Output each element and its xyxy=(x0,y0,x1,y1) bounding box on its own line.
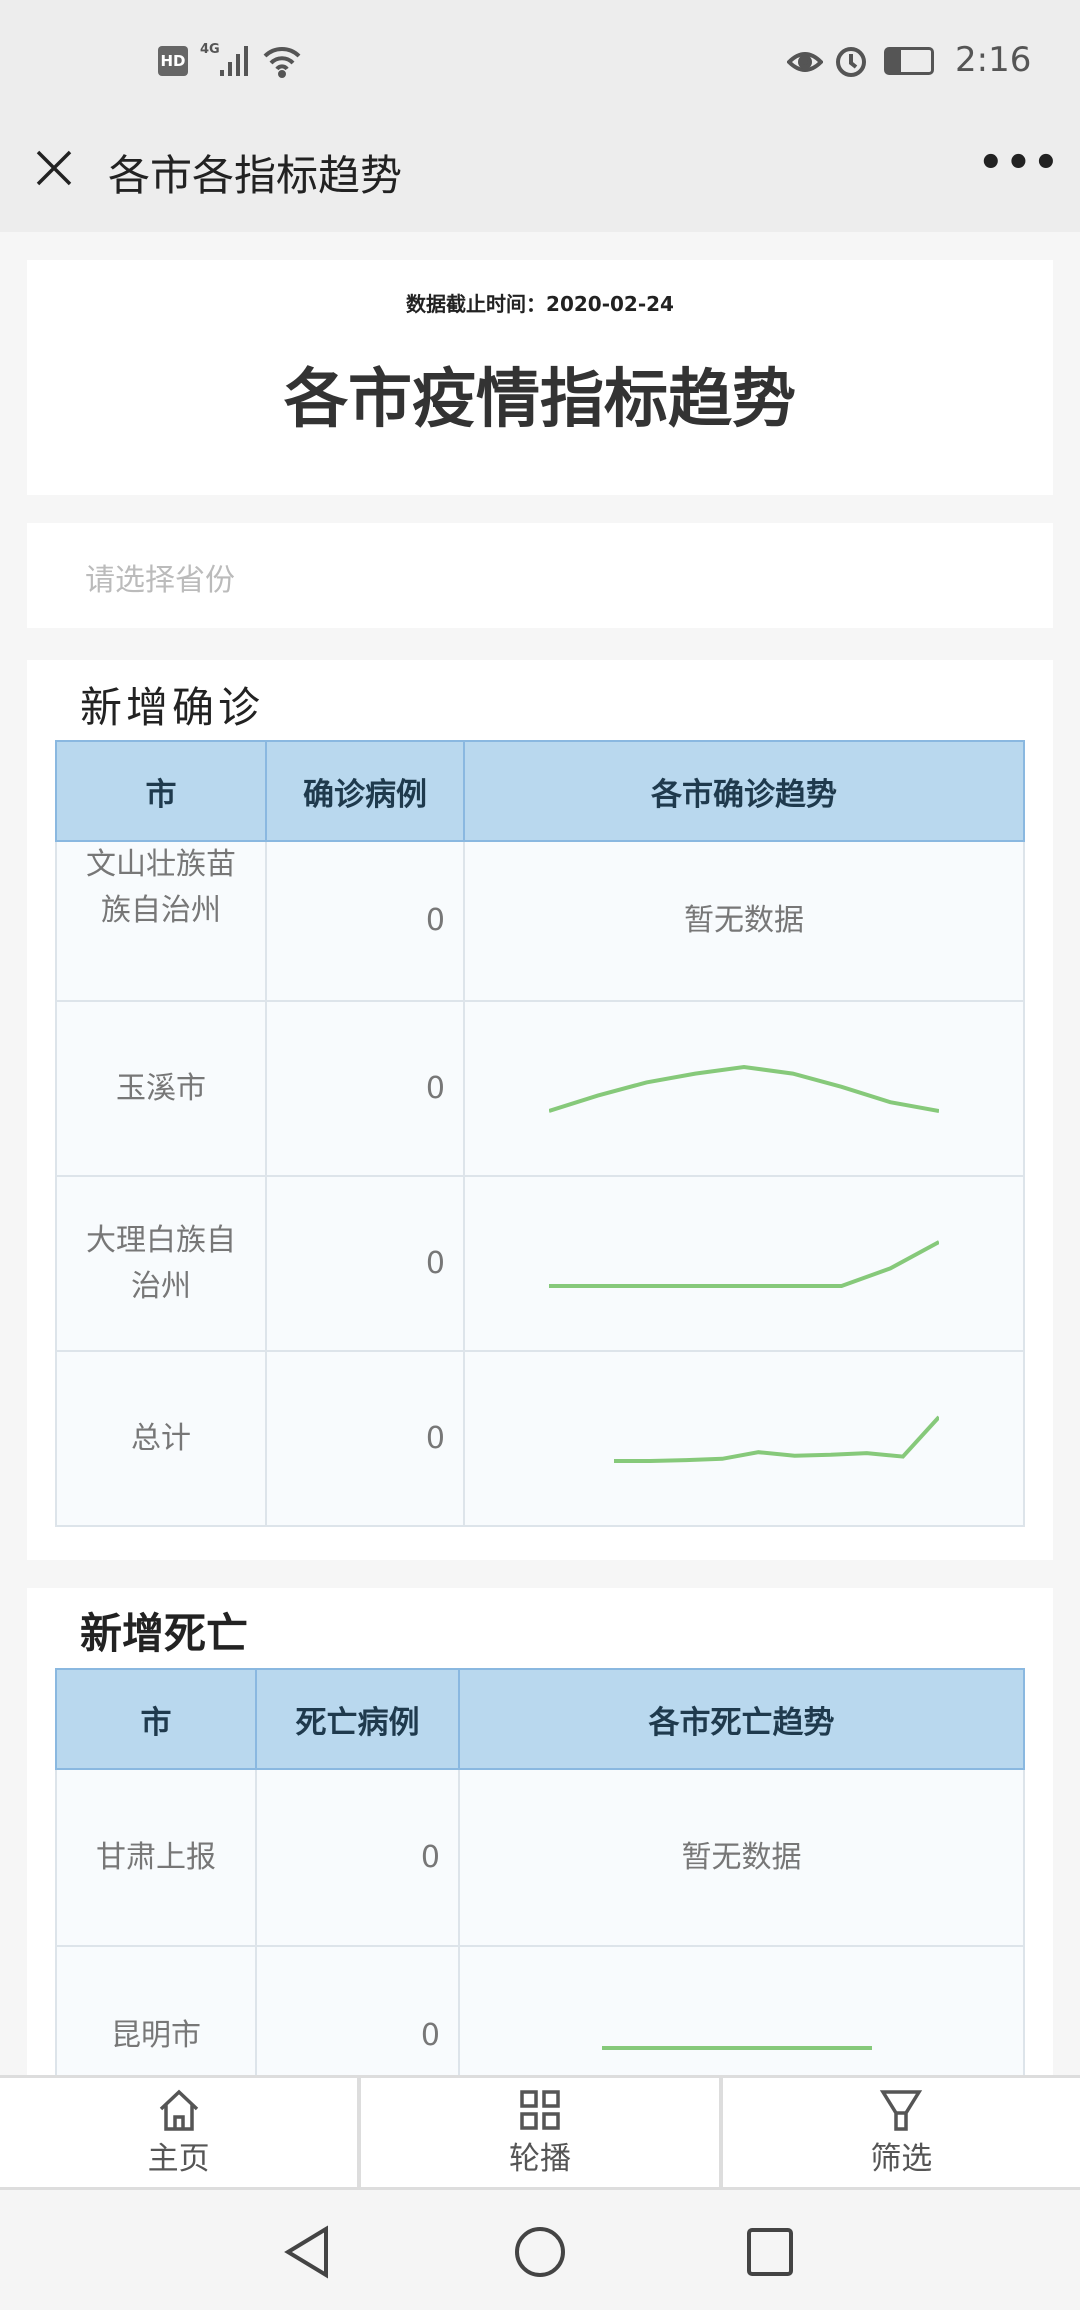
table-row: 大理白族自治州 0 xyxy=(55,1175,1025,1352)
city-cell: 大理白族自治州 xyxy=(55,1175,267,1352)
battery-icon xyxy=(884,47,934,75)
sparkline-path xyxy=(549,1239,939,1288)
column-header: 各市确诊趋势 xyxy=(463,740,1025,842)
tab-label: 主页 xyxy=(147,2141,210,2177)
tab-filter[interactable]: 筛选 xyxy=(722,2078,1080,2187)
close-icon[interactable] xyxy=(34,148,74,188)
confirmed-table: 市 确诊病例 各市确诊趋势 文山壮族苗族自治州 0 暂无数据 玉溪市 0 大理白族自治州 0… xyxy=(55,740,1025,1527)
section-heading: 新增死亡 xyxy=(80,1609,249,1658)
sparkline-path xyxy=(614,1415,939,1463)
status-time: 2:16 xyxy=(955,40,1032,80)
count-cell: 0 xyxy=(265,1000,465,1177)
count-cell: 0 xyxy=(265,1350,465,1527)
status-bar: HD 4G 2:16 xyxy=(0,0,1080,120)
count-cell: 0 xyxy=(265,1175,465,1352)
main-heading: 各市疫情指标趋势 xyxy=(284,363,796,437)
column-header: 市 xyxy=(55,1668,257,1770)
trend-cell: 暂无数据 xyxy=(458,1768,1025,1947)
count-cell: 0 xyxy=(265,840,465,1002)
home-icon xyxy=(159,2089,198,2131)
table-row: 甘肃上报 0 暂无数据 xyxy=(55,1768,1025,1947)
trend-cell xyxy=(463,1350,1025,1527)
count-cell: 0 xyxy=(255,1768,460,1947)
city-cell: 玉溪市 xyxy=(55,1000,267,1177)
sparkline xyxy=(614,1415,939,1463)
tab-label: 轮播 xyxy=(508,2141,571,2177)
tab-home[interactable]: 主页 xyxy=(0,2078,358,2187)
trend-cell xyxy=(463,1000,1025,1177)
deaths-table: 市 死亡病例 各市死亡趋势 甘肃上报 0 暂无数据 昆明市 0 xyxy=(55,1668,1025,2127)
city-cell: 文山壮族苗族自治州 xyxy=(55,840,267,1002)
system-nav-bar xyxy=(0,2190,1080,2310)
sparkline xyxy=(549,1239,939,1288)
province-select[interactable]: 请选择省份 xyxy=(27,523,1053,628)
header-card: 数据截止时间：2020-02-24 各市疫情指标趋势 xyxy=(27,260,1053,495)
section-heading: 新增确诊 xyxy=(80,683,265,732)
title-bar: 各市各指标趋势 ••• xyxy=(0,120,1080,232)
city-cell: 甘肃上报 xyxy=(55,1768,257,1947)
4g-signal-icon: 4G xyxy=(200,42,220,57)
column-header: 死亡病例 xyxy=(255,1668,460,1770)
no-data-text: 暂无数据 xyxy=(684,903,804,938)
tab-carousel[interactable]: 轮播 xyxy=(361,2078,719,2187)
province-select-placeholder: 请选择省份 xyxy=(85,563,235,598)
grid-icon xyxy=(520,2090,560,2130)
column-header: 市 xyxy=(55,740,267,842)
column-header: 确诊病例 xyxy=(265,740,465,842)
city-cell: 总计 xyxy=(55,1350,267,1527)
trend-cell: 暂无数据 xyxy=(463,840,1025,1002)
tab-label: 筛选 xyxy=(870,2141,933,2177)
alarm-icon xyxy=(836,47,866,77)
bottom-tab-bar: 主页 轮播 筛选 xyxy=(0,2075,1080,2190)
more-icon[interactable]: ••• xyxy=(978,140,1061,186)
eye-icon xyxy=(787,52,823,72)
home-circle-icon[interactable] xyxy=(512,2224,568,2280)
table-row: 总计 0 xyxy=(55,1350,1025,1527)
signal-icon xyxy=(220,46,248,76)
trend-cell xyxy=(463,1175,1025,1352)
confirmed-card: 新增确诊 市 确诊病例 各市确诊趋势 文山壮族苗族自治州 0 暂无数据 玉溪市 0 大理白… xyxy=(27,660,1053,1560)
sparkline xyxy=(601,2046,872,2050)
table-row: 玉溪市 0 xyxy=(55,1000,1025,1177)
back-icon[interactable] xyxy=(282,2225,332,2279)
sparkline-path xyxy=(549,1064,939,1113)
table-row: 文山壮族苗族自治州 0 暂无数据 xyxy=(55,840,1025,1002)
recents-icon[interactable] xyxy=(745,2226,795,2278)
no-data-text: 暂无数据 xyxy=(681,1839,802,1875)
data-date: 数据截止时间：2020-02-24 xyxy=(406,292,674,316)
hd-icon: HD xyxy=(158,46,188,76)
filter-icon xyxy=(880,2090,923,2131)
sparkline xyxy=(549,1064,939,1113)
wifi-icon xyxy=(263,46,301,78)
column-header: 各市死亡趋势 xyxy=(458,1668,1025,1770)
page-title: 各市各指标趋势 xyxy=(108,151,403,200)
